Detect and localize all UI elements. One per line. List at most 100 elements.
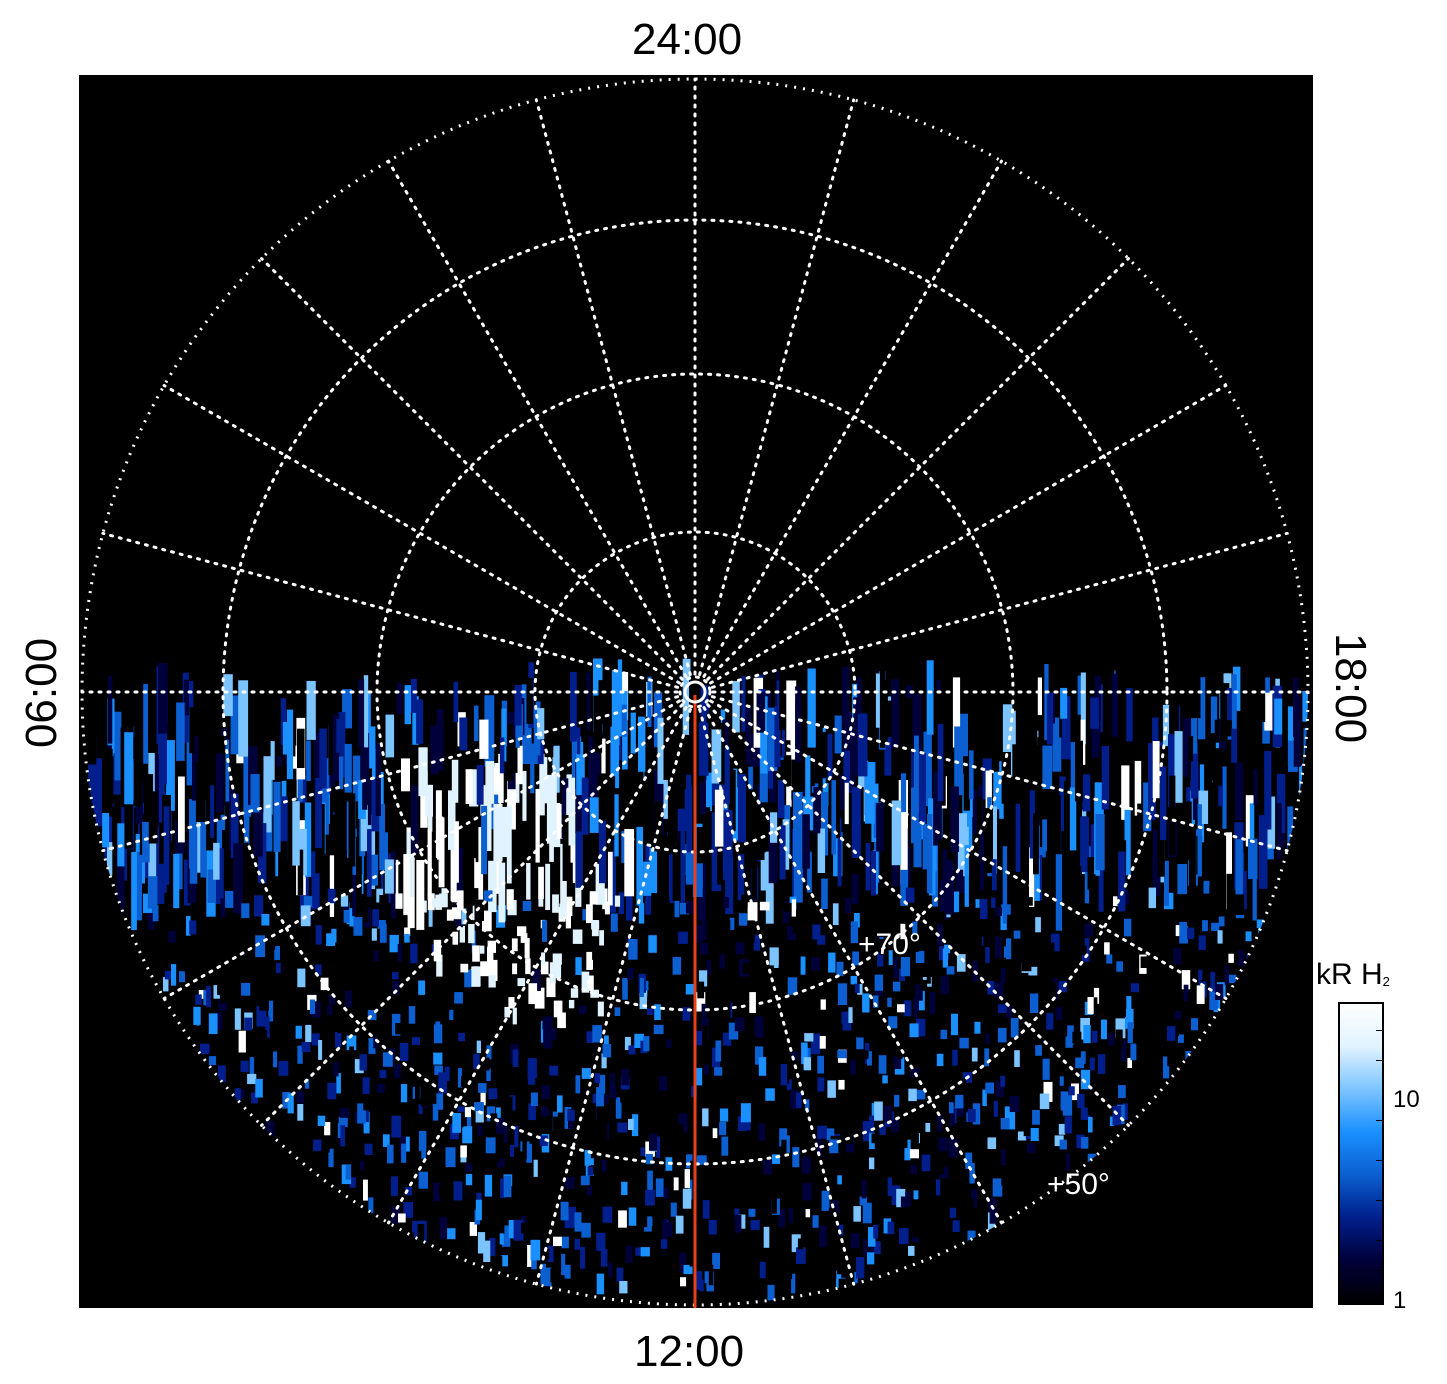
intensity-cell — [974, 1021, 981, 1034]
intensity-cell — [983, 927, 990, 949]
intensity-cell — [530, 1092, 538, 1106]
intensity-cell — [924, 1189, 934, 1205]
intensity-cell — [837, 818, 842, 887]
intensity-cell — [148, 835, 157, 892]
intensity-cell — [430, 725, 439, 775]
intensity-cell — [599, 930, 604, 946]
intensity-cell — [159, 822, 166, 864]
intensity-cell — [357, 679, 365, 749]
intensity-cell — [959, 1037, 969, 1049]
intensity-cell — [602, 888, 608, 910]
intensity-cell — [1196, 985, 1205, 1004]
intensity-cell — [779, 955, 789, 973]
intensity-cell — [1059, 1076, 1064, 1086]
intensity-cell — [963, 772, 970, 811]
intensity-cell — [1101, 746, 1110, 810]
intensity-cell — [468, 924, 475, 944]
intensity-cell — [301, 1042, 311, 1053]
intensity-cell — [1015, 803, 1021, 872]
intensity-cell — [379, 1069, 387, 1079]
intensity-cell — [1043, 1081, 1053, 1102]
intensity-cell — [812, 985, 820, 998]
intensity-cell — [334, 780, 343, 827]
intensity-cell — [313, 1139, 323, 1152]
intensity-cell — [741, 894, 748, 908]
intensity-cell — [802, 1183, 812, 1201]
intensity-cell — [832, 903, 839, 925]
intensity-cell — [992, 1178, 1003, 1197]
intensity-cell — [649, 1133, 658, 1151]
intensity-cell — [274, 946, 280, 961]
intensity-cell — [877, 951, 884, 967]
intensity-cell — [951, 1013, 958, 1036]
intensity-cell — [949, 1108, 955, 1127]
intensity-cell — [476, 1040, 481, 1054]
intensity-cell — [465, 1174, 473, 1186]
intensity-cell — [199, 686, 207, 766]
intensity-cell — [327, 888, 336, 904]
intensity-cell — [352, 755, 361, 802]
intensity-cell — [1258, 815, 1268, 889]
intensity-cell — [657, 717, 664, 784]
intensity-cell — [760, 696, 768, 774]
intensity-cell — [1080, 672, 1086, 745]
intensity-cell — [624, 829, 635, 897]
intensity-cell — [749, 1277, 754, 1294]
intensity-cell — [1174, 731, 1183, 803]
intensity-cell — [805, 755, 811, 828]
intensity-cell — [1106, 1073, 1115, 1084]
intensity-cell — [554, 804, 563, 839]
intensity-cell — [576, 1104, 586, 1119]
intensity-cell — [461, 1076, 468, 1087]
intensity-cell — [836, 961, 844, 977]
intensity-cell — [585, 672, 591, 731]
intensity-cell — [1058, 980, 1067, 993]
intensity-cell — [1191, 714, 1198, 754]
intensity-cell — [1090, 997, 1098, 1007]
intensity-cell — [593, 695, 603, 753]
intensity-cell — [897, 1041, 903, 1059]
intensity-cell — [531, 1258, 537, 1270]
intensity-cell — [802, 814, 810, 869]
intensity-cell — [1218, 916, 1225, 927]
intensity-cell — [441, 888, 447, 904]
intensity-cell — [1065, 1036, 1073, 1048]
intensity-cell — [1130, 1043, 1137, 1061]
intensity-cell — [1246, 954, 1252, 965]
intensity-cell — [315, 778, 323, 848]
intensity-cell — [1007, 1110, 1016, 1130]
intensity-cell — [1184, 801, 1192, 861]
local-time-spoke — [698, 707, 856, 1286]
intensity-cell — [931, 952, 938, 972]
intensity-cell — [776, 1096, 781, 1108]
intensity-cell — [909, 1149, 919, 1159]
intensity-cell — [200, 800, 207, 878]
intensity-cell — [1087, 1097, 1092, 1116]
intensity-cell — [621, 704, 627, 737]
intensity-cell — [1130, 983, 1140, 993]
intensity-cell — [418, 1039, 424, 1051]
intensity-cell — [805, 1099, 810, 1111]
intensity-cell — [1302, 691, 1308, 722]
intensity-cell — [795, 1092, 802, 1109]
intensity-cell — [565, 907, 571, 929]
intensity-cell — [433, 1024, 443, 1044]
intensity-cell — [852, 951, 859, 966]
intensity-cell — [371, 854, 378, 886]
intensity-cell — [458, 1032, 465, 1042]
intensity-cell — [604, 724, 615, 798]
intensity-cell — [1030, 993, 1039, 1013]
intensity-cell — [596, 1273, 605, 1295]
intensity-cell — [541, 952, 546, 966]
intensity-cell — [1212, 748, 1222, 786]
intensity-cell — [321, 1136, 330, 1153]
intensity-cell — [913, 1190, 919, 1200]
intensity-cell — [694, 1233, 703, 1253]
intensity-cell — [1001, 752, 1011, 804]
intensity-cell — [460, 963, 469, 973]
intensity-cell — [663, 1222, 673, 1237]
intensity-cell — [886, 1161, 893, 1175]
intensity-cell — [204, 700, 211, 764]
intensity-cell — [881, 997, 887, 1015]
intensity-cell — [617, 659, 623, 737]
